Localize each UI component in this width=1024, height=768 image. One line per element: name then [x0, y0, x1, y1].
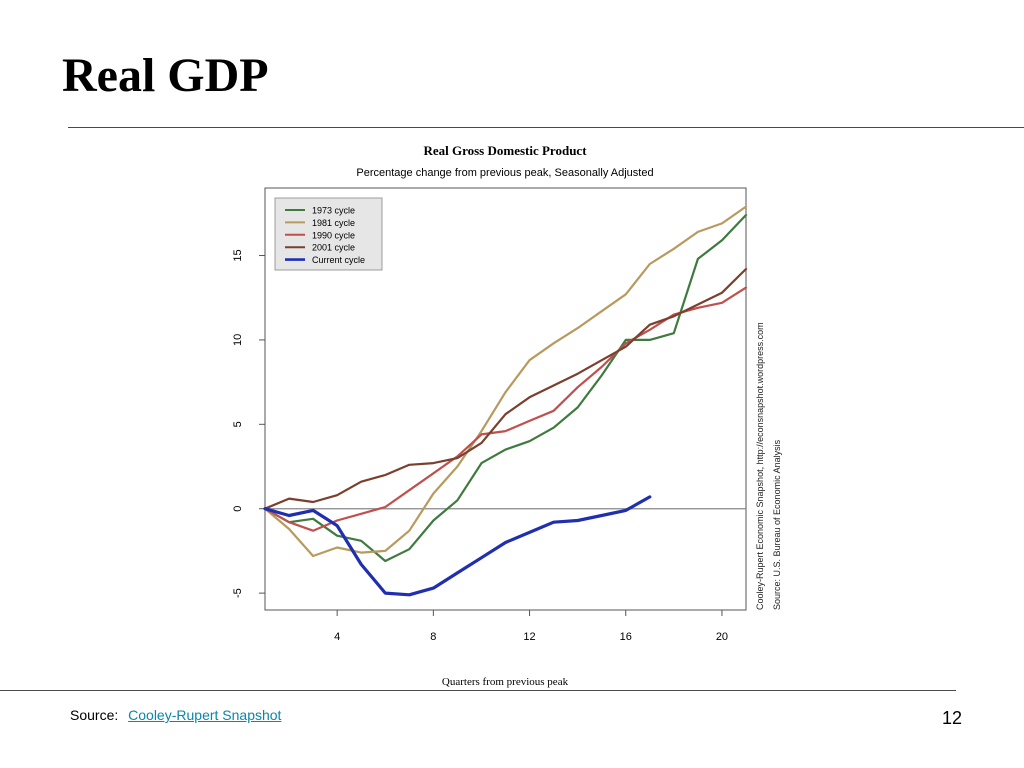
y-tick-label: 0 — [232, 506, 244, 512]
legend-label: 1981 cycle — [312, 218, 355, 228]
x-tick-label: 12 — [523, 631, 535, 643]
source-link[interactable]: Cooley-Rupert Snapshot — [128, 707, 282, 723]
footer-divider — [0, 690, 956, 691]
legend-label: Current cycle — [312, 255, 365, 265]
chart-title: Real Gross Domestic Product — [423, 143, 587, 158]
page-number: 12 — [941, 708, 962, 728]
x-tick-label: 16 — [620, 631, 632, 643]
series-line-current-cycle — [263, 495, 652, 597]
slide-title: Real GDP — [62, 49, 269, 102]
plot-area-frame — [264, 187, 747, 611]
chart-subtitle: Percentage change from previous peak, Se… — [356, 167, 653, 179]
legend-label: 1973 cycle — [312, 206, 355, 216]
side-note-snapshot: Cooley-Rupert Economic Snapshot, http://… — [755, 322, 765, 610]
x-axis-label: Quarters from previous peak — [442, 676, 569, 688]
y-tick-label: -5 — [232, 588, 244, 598]
footer-source: Source: Cooley-Rupert Snapshot — [70, 707, 281, 723]
y-tick-label: 10 — [232, 334, 244, 346]
y-tick-label: 15 — [232, 249, 244, 261]
legend: 1973 cycle 1981 cycle 1990 cycle 2001 cycle… — [274, 197, 383, 271]
legend-label: 1990 cycle — [312, 230, 355, 240]
x-tick-label: 4 — [334, 631, 340, 643]
plot-layer: 4 8 12 16 20 -5 0 5 10 15 — [232, 205, 748, 643]
title-divider — [68, 127, 1024, 128]
side-note-source: Source: U.S. Bureau of Economic Analysis — [772, 439, 782, 610]
x-tick-label: 8 — [430, 631, 436, 643]
series-line-1981-cycle — [263, 205, 748, 558]
y-tick-label: 5 — [232, 421, 244, 427]
legend-label: 2001 cycle — [312, 243, 355, 253]
x-tick-label: 20 — [716, 631, 728, 643]
source-label: Source: — [70, 707, 119, 723]
series-line-2001-cycle — [263, 267, 748, 510]
